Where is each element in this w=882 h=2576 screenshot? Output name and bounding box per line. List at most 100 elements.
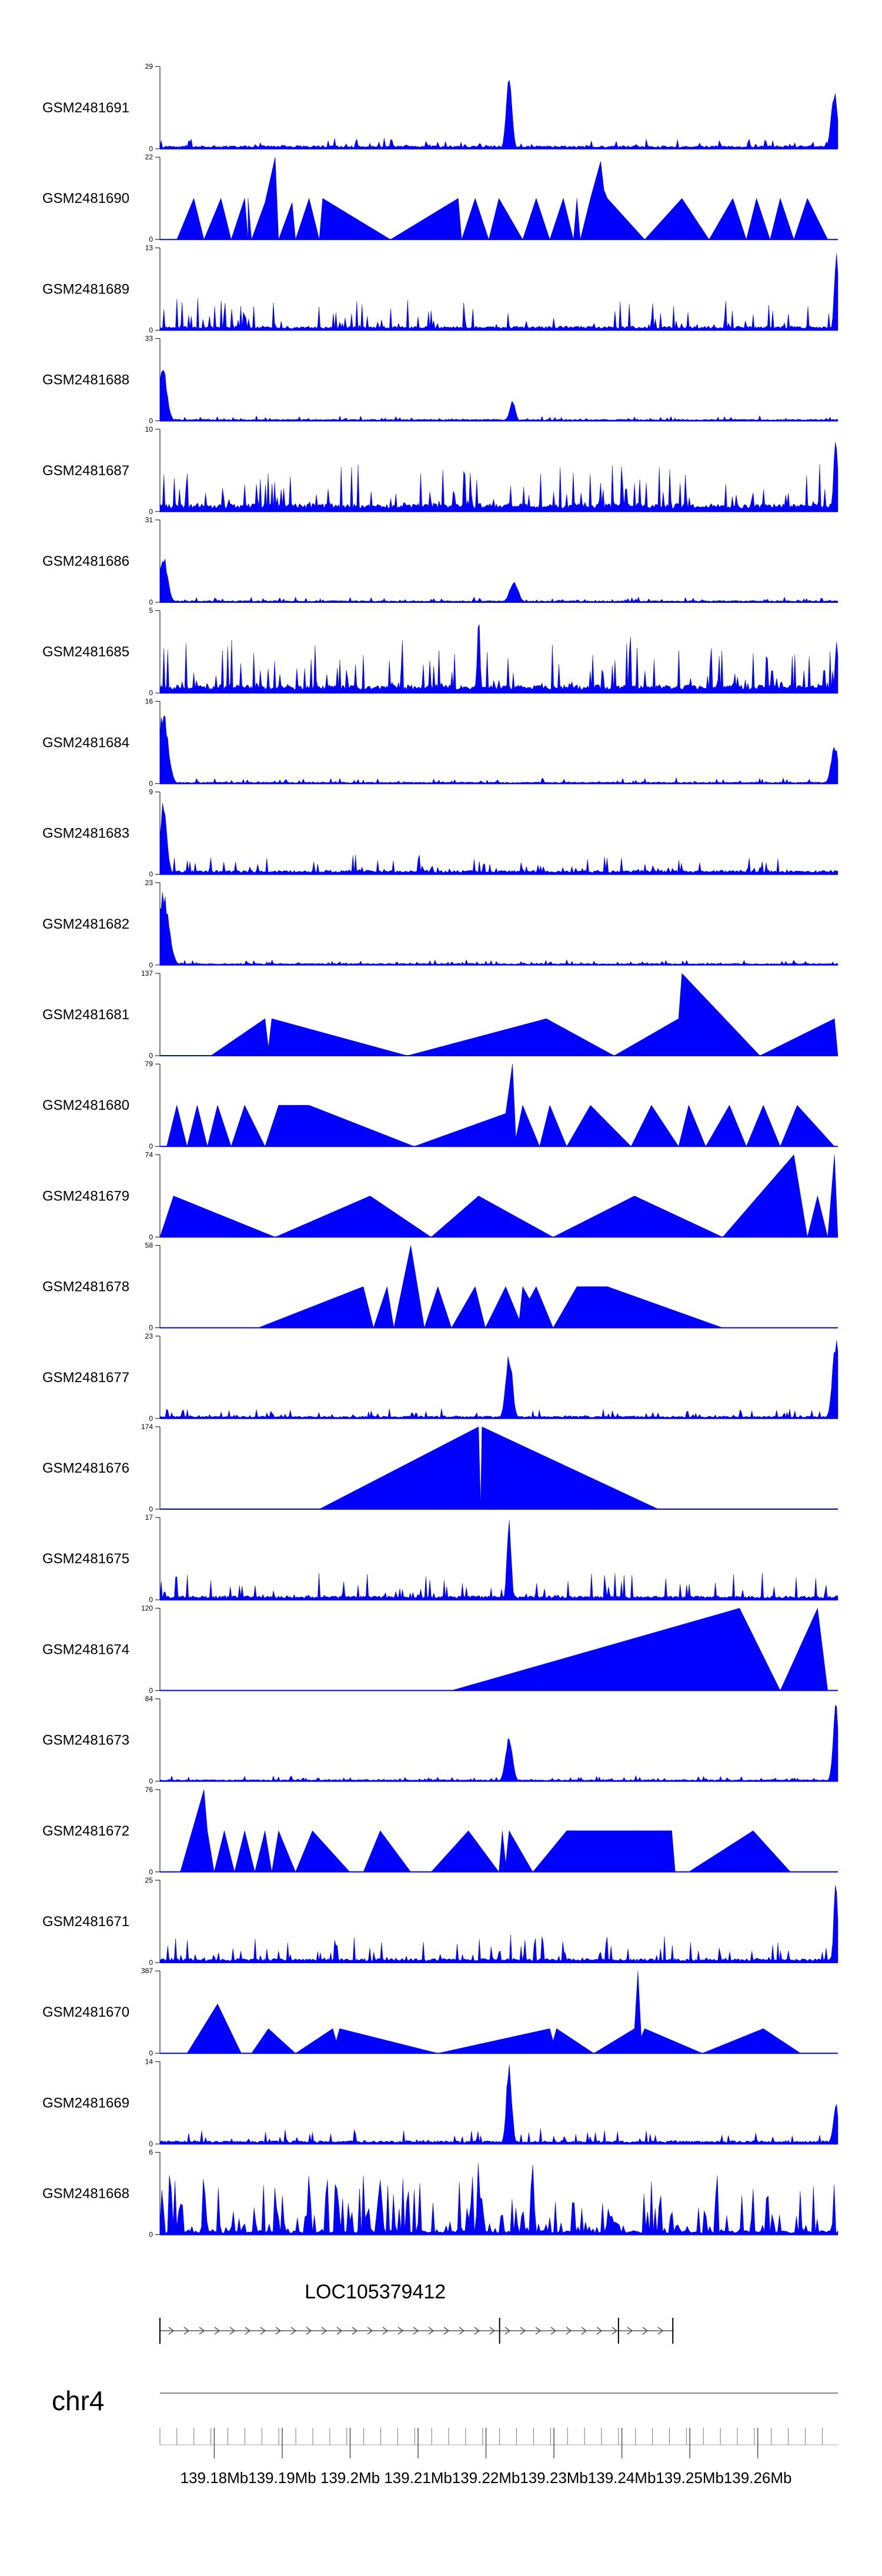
y-max-label: 13	[145, 243, 153, 252]
y-min-label: 0	[149, 1052, 153, 1060]
track-GSM2481690: GSM2481690 22 0	[42, 153, 838, 243]
y-min-label: 0	[149, 1324, 153, 1332]
track-GSM2481685: GSM2481685 5 0	[42, 606, 838, 697]
y-min-label: 0	[149, 1686, 153, 1694]
coverage-area	[319, 1426, 659, 1510]
y-max-label: 74	[145, 1150, 153, 1159]
ruler-tick-label: 139.19Mb	[248, 2469, 316, 2487]
track-label: GSM2481677	[42, 1370, 129, 1386]
y-max-label: 387	[141, 1967, 153, 1975]
track-label: GSM2481673	[42, 1733, 129, 1749]
track-GSM2481689: GSM2481689 13 0	[42, 243, 838, 334]
track-label: GSM2481686	[42, 553, 129, 569]
y-min-label: 0	[149, 1868, 153, 1876]
strand-arrow	[535, 2327, 542, 2335]
y-max-label: 23	[145, 1332, 153, 1340]
track-GSM2481688: GSM2481688 33 0	[42, 335, 838, 425]
y-max-label: 79	[145, 1060, 153, 1068]
strand-arrow	[275, 2327, 282, 2335]
y-max-label: 5	[149, 606, 153, 615]
y-min-label: 0	[149, 2049, 153, 2057]
track-GSM2481674: GSM2481674 120 0	[42, 1604, 838, 1694]
track-label: GSM2481679	[42, 1188, 129, 1204]
track-label: GSM2481683	[42, 826, 129, 842]
strand-arrow	[612, 2327, 618, 2335]
y-max-label: 25	[145, 1876, 153, 1884]
y-max-label: 29	[145, 62, 153, 71]
y-min-label: 0	[149, 2140, 153, 2148]
y-min-label: 0	[149, 508, 153, 516]
track-GSM2481687: GSM2481687 10 0	[42, 425, 838, 516]
strand-arrow	[245, 2327, 251, 2335]
strand-arrow	[520, 2327, 526, 2335]
chromosome-label: chr4	[52, 2385, 104, 2416]
ruler-tick-label: 139.2Mb	[320, 2469, 380, 2487]
track-label: GSM2481672	[42, 1823, 129, 1839]
strand-arrow	[290, 2327, 297, 2335]
y-max-label: 6	[149, 2148, 153, 2157]
y-max-label: 9	[149, 788, 153, 796]
coverage-area	[159, 442, 838, 512]
coverage-area	[186, 1971, 801, 2054]
y-min-label: 0	[149, 1505, 153, 1513]
ruler-tick-label: 139.26Mb	[724, 2469, 792, 2487]
y-min-label: 0	[149, 326, 153, 334]
y-min-label: 0	[149, 417, 153, 425]
track-label: GSM2481669	[42, 2095, 129, 2111]
strand-arrow	[627, 2327, 633, 2335]
track-label: GSM2481675	[42, 1551, 129, 1567]
y-min-label: 0	[149, 1596, 153, 1604]
ruler-tick-label: 139.25Mb	[656, 2469, 724, 2487]
track-label: GSM2481690	[42, 191, 129, 206]
y-max-label: 137	[141, 969, 153, 977]
y-min-label: 0	[149, 1958, 153, 1967]
strand-arrow	[474, 2327, 480, 2335]
track-GSM2481683: GSM2481683 9 0	[42, 788, 838, 879]
y-max-label: 174	[141, 1423, 153, 1431]
y-min-label: 0	[149, 961, 153, 969]
track-GSM2481675: GSM2481675 17 0	[42, 1513, 838, 1604]
gene-track: LOC105379412	[159, 2281, 674, 2344]
coverage-area	[451, 1607, 828, 1691]
strand-arrow	[168, 2327, 175, 2335]
track-label: GSM2481689	[42, 281, 129, 297]
track-label: GSM2481691	[42, 100, 129, 116]
track-label: GSM2481687	[42, 463, 129, 479]
track-label: GSM2481680	[42, 1097, 129, 1113]
strand-arrow	[336, 2327, 343, 2335]
coverage-area	[159, 2064, 838, 2144]
y-min-label: 0	[149, 1142, 153, 1150]
track-GSM2481679: GSM2481679 74 0	[42, 1150, 838, 1241]
strand-arrow	[428, 2327, 435, 2335]
track-GSM2481678: GSM2481678 58 0	[42, 1242, 838, 1332]
y-max-label: 23	[145, 879, 153, 887]
y-max-label: 76	[145, 1786, 153, 1794]
y-min-label: 0	[149, 1414, 153, 1423]
coverage-area	[166, 1064, 835, 1147]
y-min-label: 0	[149, 1777, 153, 1786]
coverage-area	[159, 370, 838, 421]
strand-arrow	[489, 2327, 496, 2335]
coverage-area	[180, 1789, 791, 1873]
y-min-label: 0	[149, 870, 153, 879]
genome-axis: 139.18Mb 139.19Mb 139.2Mb 139.21Mb 139.22Mb 1…	[159, 2428, 838, 2487]
track-label: GSM2481681	[42, 1007, 129, 1023]
strand-arrow	[306, 2327, 312, 2335]
y-max-label: 22	[145, 153, 153, 161]
coverage-area	[159, 1154, 838, 1237]
y-max-label: 33	[145, 335, 153, 343]
track-label: GSM2481678	[42, 1279, 129, 1295]
track-GSM2481672: GSM2481672 76 0	[42, 1786, 838, 1876]
track-label: GSM2481682	[42, 916, 129, 932]
coverage-area	[159, 715, 838, 784]
y-min-label: 0	[149, 2231, 153, 2239]
track-GSM2481673: GSM2481673 84 0	[42, 1695, 838, 1786]
track-GSM2481681: GSM2481681 137 0	[42, 969, 838, 1060]
y-max-label: 14	[145, 2057, 153, 2066]
coverage-area	[210, 973, 838, 1056]
track-GSM2481682: GSM2481682 23 0	[42, 879, 838, 969]
y-min-label: 0	[149, 779, 153, 788]
y-min-label: 0	[149, 145, 153, 153]
y-max-label: 120	[141, 1604, 153, 1612]
